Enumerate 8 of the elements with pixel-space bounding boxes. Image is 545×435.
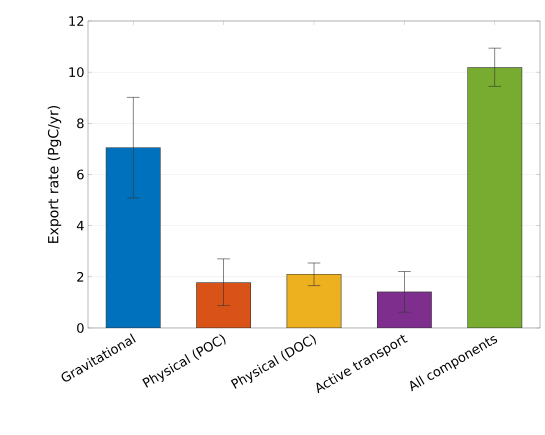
y-tick-label: 8 bbox=[77, 118, 84, 128]
y-tick-label: 12 bbox=[69, 16, 84, 26]
y-tick-label: 2 bbox=[77, 272, 84, 282]
y-tick-label: 10 bbox=[69, 67, 84, 78]
y-tick-label: 0 bbox=[77, 323, 84, 333]
y-axis-title: Export rate (PgC/yr) bbox=[48, 106, 62, 243]
y-tick-label: 6 bbox=[77, 170, 84, 180]
y-tick-label: 4 bbox=[76, 220, 84, 230]
